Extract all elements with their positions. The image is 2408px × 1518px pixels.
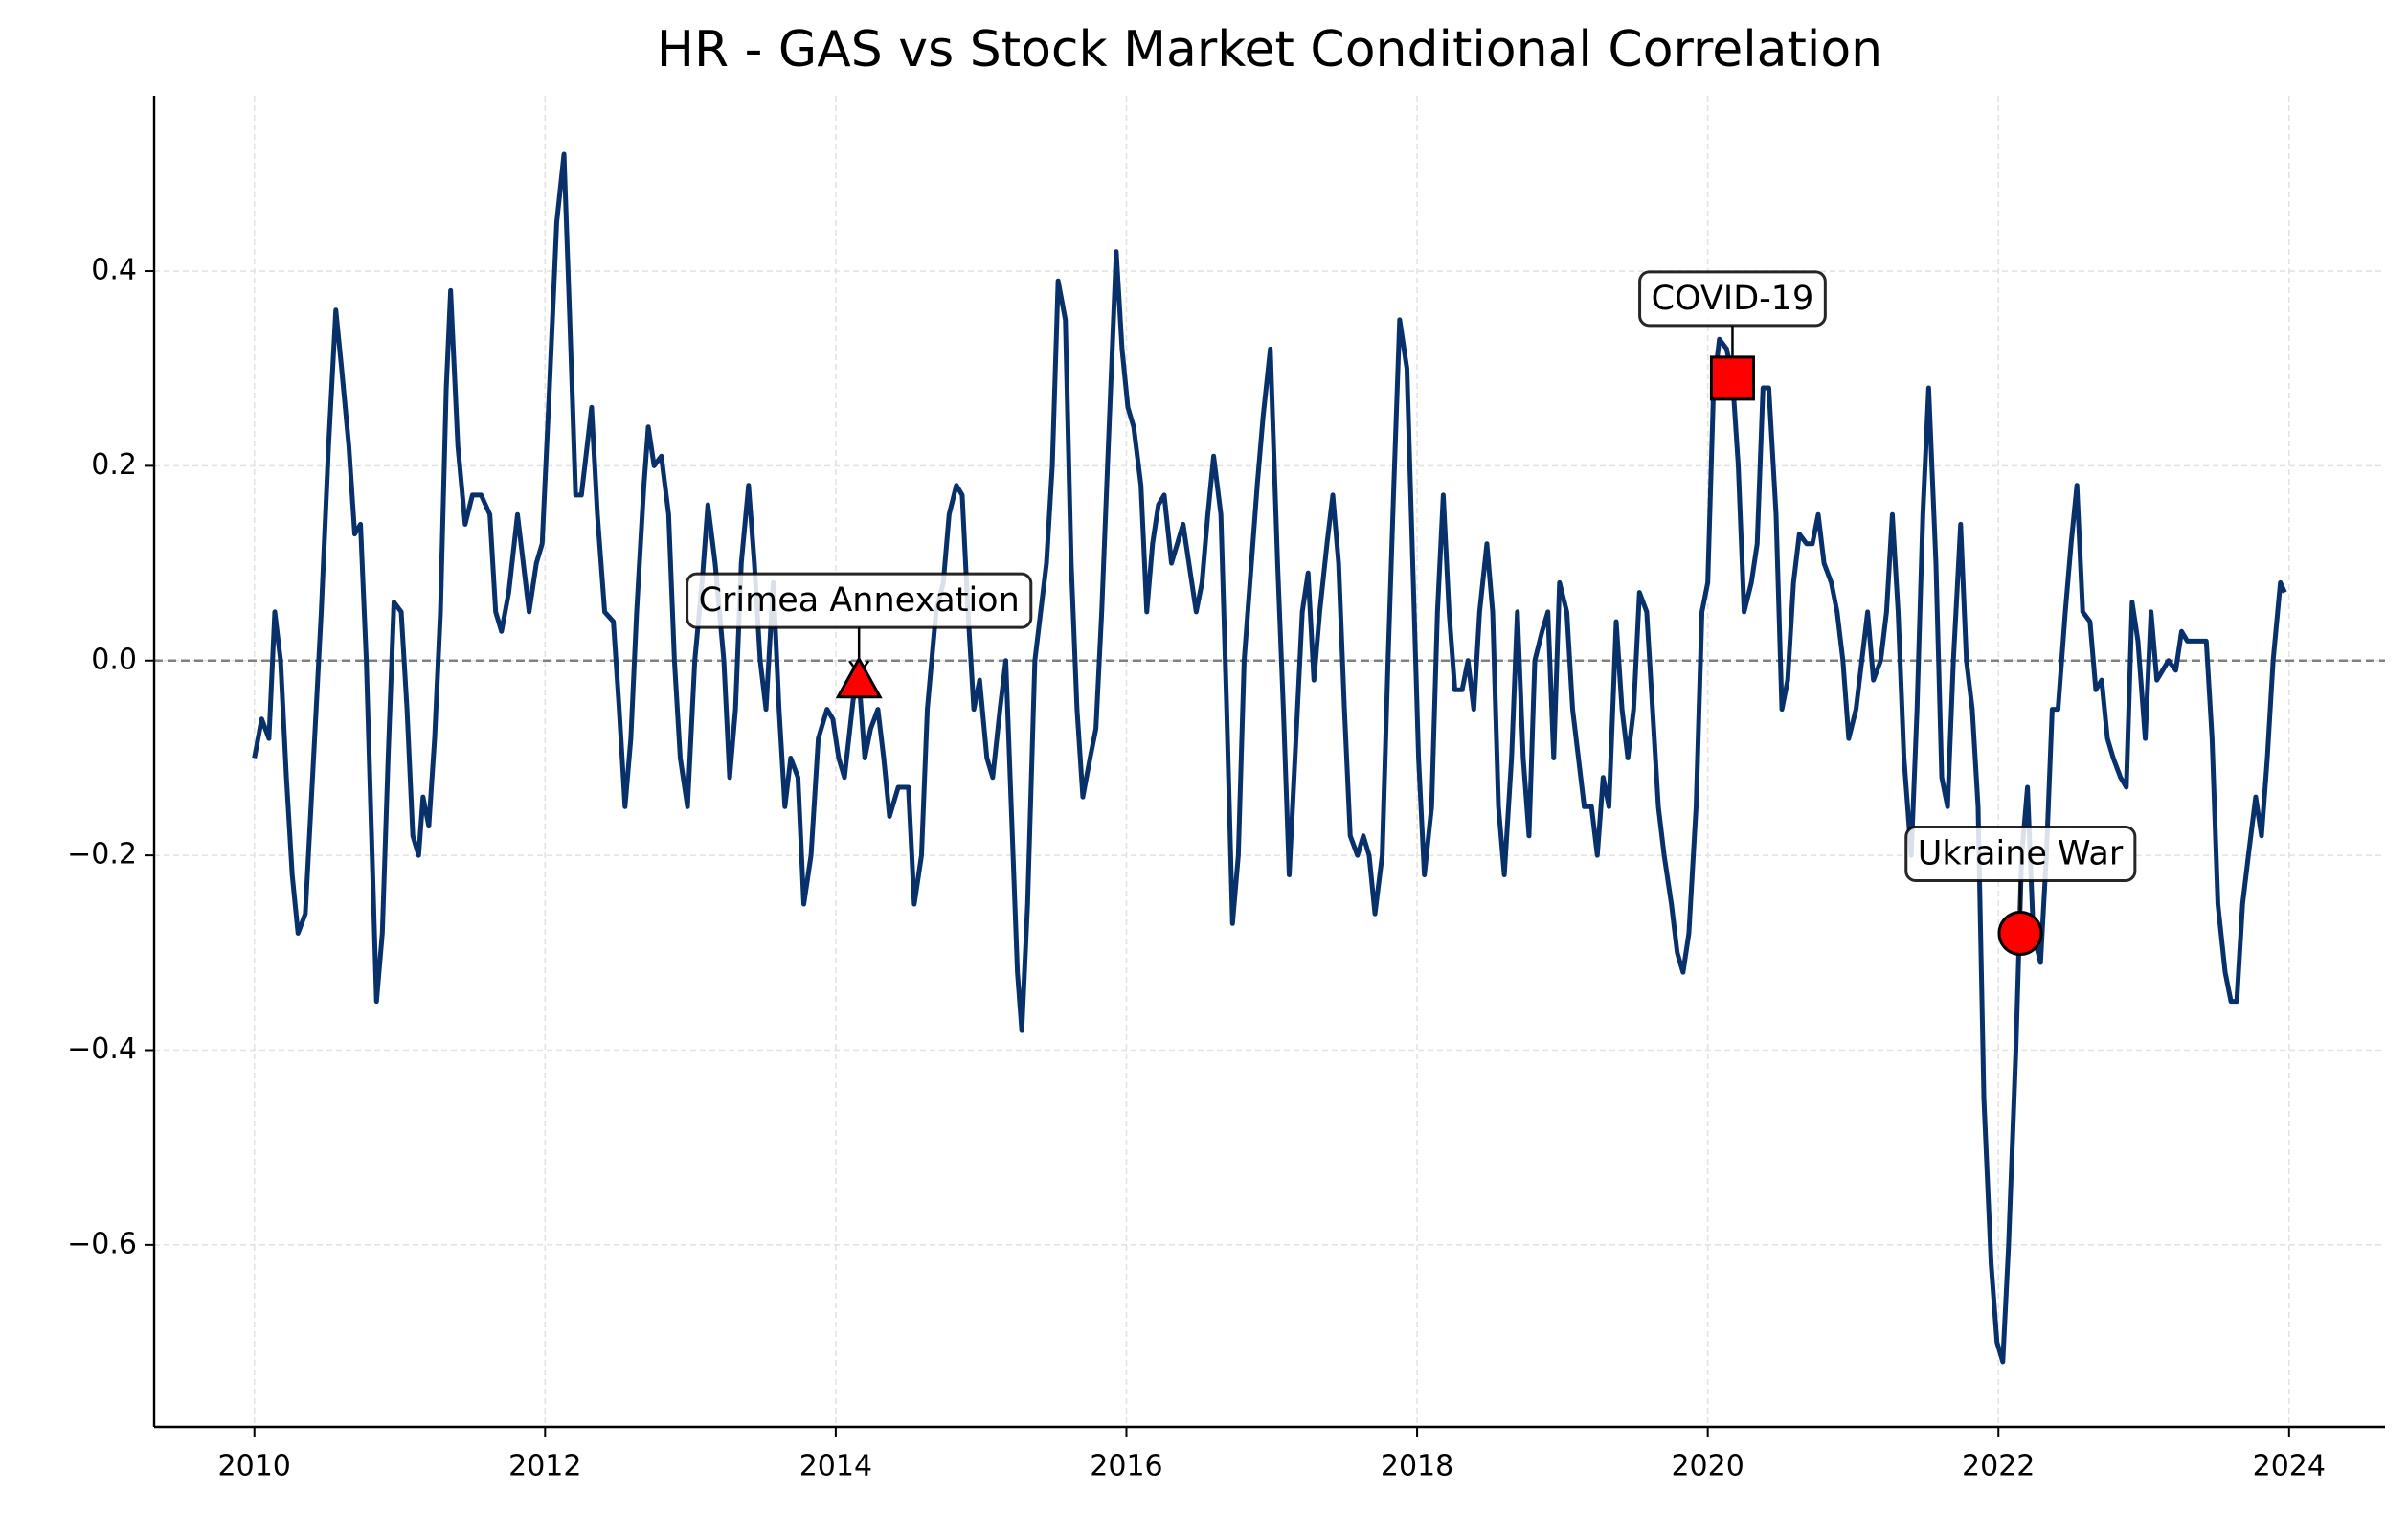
event-marker	[1709, 355, 1755, 401]
x-tick-label: 2024	[2253, 1450, 2326, 1484]
x-tick-label: 2020	[1671, 1450, 1744, 1484]
event-marker	[1997, 910, 2043, 956]
line-series	[252, 151, 2287, 1365]
x-tick-label: 2012	[508, 1450, 581, 1484]
annotation-label: Crimea Annexation	[699, 581, 1020, 620]
x-tick-label: 2022	[1962, 1450, 2035, 1484]
chart-title: HR - GAS vs Stock Market Conditional Cor…	[657, 21, 1882, 79]
x-tick-label: 2014	[799, 1450, 872, 1484]
y-tick-label: 0.4	[91, 254, 137, 287]
event-marker	[835, 656, 883, 699]
annotation-label: COVID-19	[1652, 280, 1814, 318]
y-tick-label: 0.0	[91, 643, 137, 676]
x-tick-label: 2010	[218, 1450, 291, 1484]
x-tick-label: 2018	[1381, 1450, 1453, 1484]
annotation-label: Ukraine War	[1918, 834, 2124, 872]
x-tick-label: 2016	[1090, 1450, 1162, 1484]
y-tick-label: 0.2	[91, 448, 137, 482]
y-tick-label: −0.4	[67, 1032, 137, 1066]
y-tick-label: −0.6	[67, 1227, 137, 1260]
y-tick-label: −0.2	[67, 838, 137, 872]
